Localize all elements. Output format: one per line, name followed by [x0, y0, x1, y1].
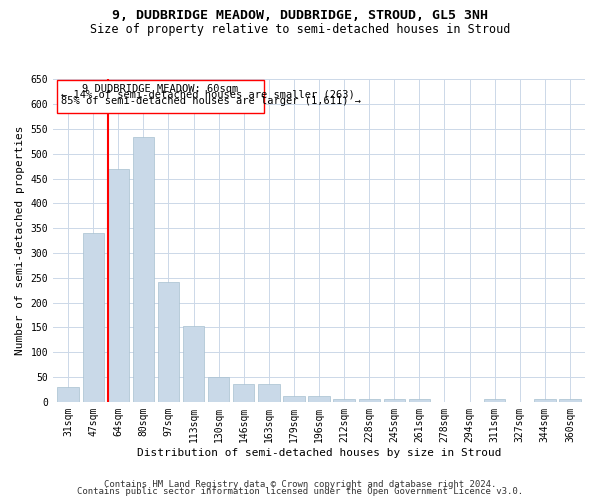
- Bar: [183, 326, 204, 402]
- Bar: [107, 169, 129, 402]
- Bar: [359, 399, 380, 402]
- Bar: [283, 396, 305, 402]
- Bar: [559, 400, 581, 402]
- Bar: [133, 136, 154, 402]
- Text: ← 14% of semi-detached houses are smaller (263): ← 14% of semi-detached houses are smalle…: [61, 90, 355, 100]
- Text: 9, DUDBRIDGE MEADOW, DUDBRIDGE, STROUD, GL5 3NH: 9, DUDBRIDGE MEADOW, DUDBRIDGE, STROUD, …: [112, 9, 488, 22]
- Bar: [334, 399, 355, 402]
- Bar: [208, 377, 229, 402]
- Text: Size of property relative to semi-detached houses in Stroud: Size of property relative to semi-detach…: [90, 22, 510, 36]
- Bar: [233, 384, 254, 402]
- X-axis label: Distribution of semi-detached houses by size in Stroud: Distribution of semi-detached houses by …: [137, 448, 501, 458]
- Bar: [484, 400, 505, 402]
- Bar: [383, 399, 405, 402]
- Bar: [534, 400, 556, 402]
- Text: 85% of semi-detached houses are larger (1,611) →: 85% of semi-detached houses are larger (…: [61, 96, 361, 106]
- Bar: [58, 387, 79, 402]
- Text: Contains HM Land Registry data © Crown copyright and database right 2024.: Contains HM Land Registry data © Crown c…: [104, 480, 496, 489]
- Bar: [308, 396, 329, 402]
- FancyBboxPatch shape: [58, 80, 264, 112]
- Text: Contains public sector information licensed under the Open Government Licence v3: Contains public sector information licen…: [77, 488, 523, 496]
- Bar: [258, 384, 280, 402]
- Bar: [83, 233, 104, 402]
- Bar: [409, 400, 430, 402]
- Bar: [158, 282, 179, 402]
- Y-axis label: Number of semi-detached properties: Number of semi-detached properties: [15, 126, 25, 356]
- Text: 9 DUDBRIDGE MEADOW: 60sqm: 9 DUDBRIDGE MEADOW: 60sqm: [82, 84, 239, 94]
